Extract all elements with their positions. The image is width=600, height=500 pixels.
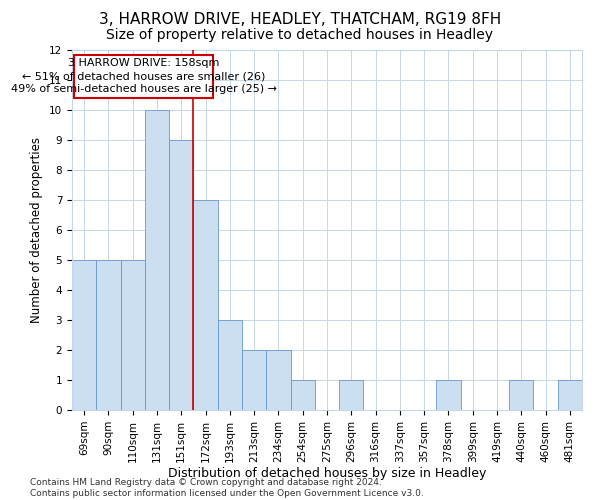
Text: Contains HM Land Registry data © Crown copyright and database right 2024.
Contai: Contains HM Land Registry data © Crown c… [30, 478, 424, 498]
Bar [121, 260, 145, 410]
Bar [509, 380, 533, 410]
Bar [74, 54, 213, 98]
Bar [145, 110, 169, 410]
Bar [339, 380, 364, 410]
Text: Size of property relative to detached houses in Headley: Size of property relative to detached ho… [107, 28, 493, 42]
Bar [266, 350, 290, 410]
Bar [290, 380, 315, 410]
Bar [169, 140, 193, 410]
Bar [218, 320, 242, 410]
Bar [96, 260, 121, 410]
X-axis label: Distribution of detached houses by size in Headley: Distribution of detached houses by size … [168, 468, 486, 480]
Bar [193, 200, 218, 410]
Bar [436, 380, 461, 410]
Text: 3, HARROW DRIVE, HEADLEY, THATCHAM, RG19 8FH: 3, HARROW DRIVE, HEADLEY, THATCHAM, RG19… [99, 12, 501, 28]
Bar [558, 380, 582, 410]
Y-axis label: Number of detached properties: Number of detached properties [31, 137, 43, 323]
Text: 3 HARROW DRIVE: 158sqm
← 51% of detached houses are smaller (26)
49% of semi-det: 3 HARROW DRIVE: 158sqm ← 51% of detached… [11, 58, 277, 94]
Bar [242, 350, 266, 410]
Bar [72, 260, 96, 410]
